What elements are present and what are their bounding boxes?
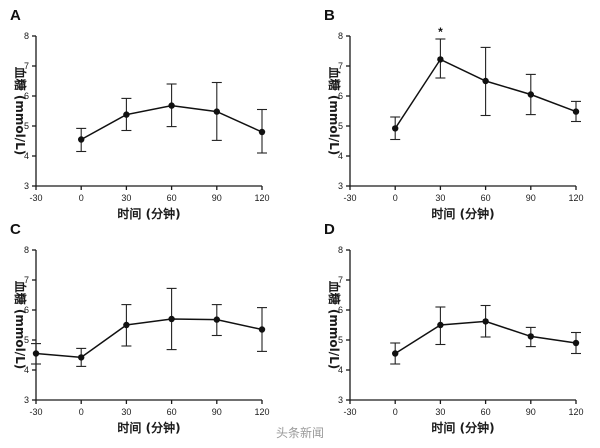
- data-point: [32, 350, 40, 357]
- watermark-text: 头条新闻: [276, 425, 324, 440]
- y-tick-label: 8: [24, 31, 29, 41]
- y-axis-label: 血糖 (mmol/L): [327, 281, 342, 370]
- data-point: [437, 321, 444, 329]
- x-tick-label: 60: [481, 407, 491, 417]
- y-tick-label: 7: [24, 275, 29, 285]
- x-tick-label: -30: [29, 193, 42, 203]
- y-tick-label: 4: [338, 151, 343, 161]
- significance-marker: *: [438, 25, 443, 39]
- y-axis-label: 血糖 (mmol/L): [13, 281, 28, 370]
- x-tick-label: 0: [393, 193, 398, 203]
- data-point: [572, 108, 580, 115]
- y-tick-label: 4: [24, 365, 29, 375]
- x-tick-label: -30: [343, 193, 356, 203]
- panel-letter: C: [10, 221, 21, 238]
- x-tick-label: 120: [568, 193, 583, 203]
- data-point: [482, 77, 489, 85]
- x-axis-label: 时间 (分钟): [117, 206, 180, 221]
- y-axis-label: 血糖 (mmol/L): [327, 67, 342, 156]
- x-tick-label: 60: [481, 193, 491, 203]
- y-tick-label: 7: [338, 61, 343, 71]
- y-tick-label: 7: [24, 61, 29, 71]
- y-tick-label: 8: [338, 31, 343, 41]
- y-axis-label: 血糖 (mmol/L): [13, 67, 28, 156]
- y-tick-label: 5: [24, 335, 29, 345]
- y-tick-label: 5: [338, 335, 343, 345]
- data-point: [392, 350, 399, 357]
- y-tick-label: 4: [338, 365, 343, 375]
- y-tick-label: 6: [24, 305, 29, 315]
- y-tick-label: 8: [24, 245, 29, 255]
- x-tick-label: 60: [167, 407, 177, 417]
- data-point: [123, 111, 130, 118]
- x-tick-label: 120: [254, 407, 269, 417]
- y-tick-label: 3: [338, 395, 343, 405]
- series-line: [35, 318, 263, 359]
- x-axis-label: 时间 (分钟): [431, 420, 494, 435]
- data-point: [213, 108, 220, 115]
- data-point: [213, 316, 220, 323]
- x-tick-label: 30: [435, 193, 445, 203]
- panel-letter: D: [324, 221, 335, 238]
- y-tick-label: 3: [338, 181, 343, 191]
- x-tick-label: 30: [121, 193, 131, 203]
- panel-b: B 3 4 5 6 7 8 -30 0 30 60 90 120 时间 (分钟) 血糖 (mmol/L) *: [324, 7, 584, 221]
- x-tick-label: 30: [121, 407, 131, 417]
- data-point: [168, 315, 175, 323]
- x-axis-label: 时间 (分钟): [117, 420, 180, 435]
- y-tick-label: 5: [338, 121, 343, 131]
- x-tick-label: 30: [435, 407, 445, 417]
- data-point: [527, 91, 534, 98]
- data-point: [258, 326, 266, 333]
- x-axis-label: 时间 (分钟): [431, 206, 494, 221]
- data-point: [392, 125, 399, 132]
- y-tick-label: 4: [24, 151, 29, 161]
- data-point: [437, 56, 444, 63]
- x-tick-label: 0: [393, 407, 398, 417]
- y-tick-label: 6: [338, 305, 343, 315]
- x-tick-label: -30: [343, 407, 356, 417]
- data-point: [78, 136, 85, 143]
- data-point: [168, 102, 175, 109]
- x-tick-label: 0: [79, 193, 84, 203]
- panel-letter: B: [324, 7, 335, 24]
- panel-a: A 3 4 5 6 7 8 -30 0 30 60 90 120 时间 (分钟) 血糖 (mmol/L): [10, 7, 270, 221]
- y-tick-label: 5: [24, 121, 29, 131]
- y-tick-label: 6: [338, 91, 343, 101]
- x-tick-label: -30: [29, 407, 42, 417]
- x-tick-label: 120: [254, 193, 269, 203]
- data-point: [572, 339, 580, 347]
- panel-d: D 3 4 5 6 7 8 -30 0 30 60 90 120 时间 (分钟) 血糖 (mmol/L): [324, 221, 584, 435]
- data-point: [258, 128, 266, 136]
- x-tick-label: 90: [212, 193, 222, 203]
- x-tick-label: 120: [568, 407, 583, 417]
- panel-letter: A: [10, 7, 21, 24]
- y-tick-label: 7: [338, 275, 343, 285]
- x-tick-label: 60: [167, 193, 177, 203]
- data-point: [78, 354, 85, 361]
- x-tick-label: 90: [526, 407, 536, 417]
- x-tick-label: 90: [212, 407, 222, 417]
- data-point: [527, 333, 534, 340]
- y-tick-label: 3: [24, 395, 29, 405]
- x-tick-label: 90: [526, 193, 536, 203]
- y-tick-label: 6: [24, 91, 29, 101]
- x-tick-label: 0: [79, 407, 84, 417]
- y-tick-label: 8: [338, 245, 343, 255]
- data-point: [482, 318, 489, 325]
- y-tick-label: 3: [24, 181, 29, 191]
- data-point: [123, 321, 130, 329]
- panel-c: C 3 4 5 6 7 8 -30 0 30 60 90 120 时间 (分钟) 血糖 (mmol/L): [10, 221, 270, 435]
